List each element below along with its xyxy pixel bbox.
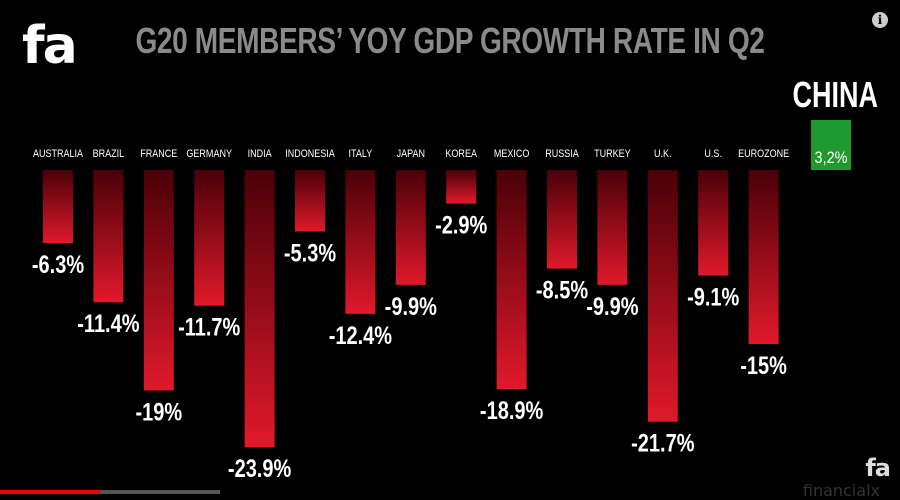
category-label: INDIA: [248, 148, 272, 160]
category-label: ITALY: [349, 148, 373, 160]
category-label: AUSTRALIA: [33, 148, 83, 160]
bar: [597, 170, 628, 285]
category-label: BRAZIL: [93, 148, 125, 160]
value-label: -18.9%: [480, 397, 543, 425]
category-label: U.K.: [654, 148, 672, 160]
value-label: -2.9%: [435, 212, 487, 240]
bar: [496, 170, 527, 390]
value-label: -9.9%: [586, 293, 638, 321]
bar: [244, 170, 275, 448]
value-label: -23.9%: [228, 455, 291, 483]
highlight-value-label: 3,2%: [815, 149, 848, 167]
bar: [194, 170, 225, 306]
bar: [143, 170, 174, 391]
category-label: INDONESIA: [285, 148, 335, 160]
value-label: -9.9%: [385, 293, 437, 321]
category-label: FRANCE: [140, 148, 177, 160]
value-label: -6.3%: [32, 251, 84, 279]
category-label: KOREA: [445, 148, 477, 160]
value-label: -8.5%: [536, 277, 588, 305]
value-label: -5.3%: [284, 239, 336, 267]
bar: [43, 170, 73, 244]
value-label: -15%: [740, 352, 787, 380]
bar: [547, 170, 577, 269]
bar: [93, 170, 124, 303]
category-label: TURKEY: [594, 148, 631, 160]
highlight-bar: [811, 120, 851, 170]
value-label: -9.1%: [687, 283, 739, 311]
value-label: -11.7%: [178, 314, 240, 342]
value-label: -19%: [135, 398, 182, 426]
bar: [295, 170, 325, 232]
category-label: JAPAN: [397, 148, 425, 160]
chart-title: G20 MEMBERS’ YOY GDP GROWTH RATE IN Q2: [135, 20, 765, 61]
bar: [647, 170, 678, 422]
watermark: financialx: [802, 481, 880, 500]
bar: [345, 170, 376, 314]
category-label: U.S.: [704, 148, 722, 160]
fa-logo: fa: [22, 16, 78, 76]
category-label: RUSSIA: [545, 148, 579, 160]
value-label: -11.4%: [77, 310, 139, 338]
value-label: -21.7%: [631, 430, 694, 458]
fa-logo-small: fa: [865, 454, 891, 482]
bar: [446, 170, 477, 204]
value-label: -12.4%: [329, 322, 392, 350]
category-label: EUROZONE: [738, 148, 789, 160]
bar: [698, 170, 729, 276]
category-label: GERMANY: [186, 148, 232, 160]
info-icon[interactable]: i: [872, 12, 888, 28]
video-progress-track[interactable]: [100, 490, 220, 494]
bar: [395, 170, 426, 285]
category-label: MEXICO: [494, 148, 530, 160]
highlight-category-label: CHINA: [792, 74, 879, 115]
video-progress-bar[interactable]: [0, 490, 100, 494]
bar: [748, 170, 779, 344]
